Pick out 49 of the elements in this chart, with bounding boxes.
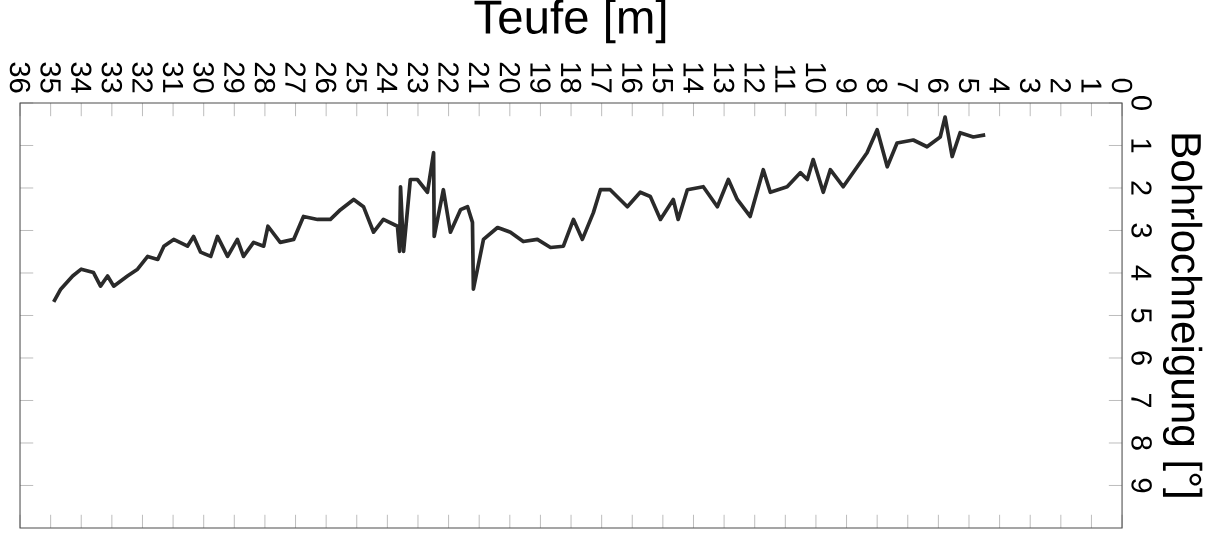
- y-tick-label: 0: [1131, 96, 1152, 110]
- x-tick-label: 6: [928, 79, 949, 93]
- x-tick-label: 36: [9, 62, 31, 93]
- y-tick-label: 8: [1131, 436, 1152, 450]
- x-tick-label: 21: [469, 62, 490, 93]
- x-tick-label: 0: [1111, 78, 1133, 93]
- x-tick-label: 35: [40, 62, 61, 93]
- y-tick-label: 9: [1131, 478, 1152, 493]
- x-tick-label: 27: [285, 62, 306, 93]
- y-tick-label: 7: [1131, 393, 1152, 408]
- x-tick-label: 29: [224, 62, 245, 93]
- x-tick-label: 2: [1050, 79, 1071, 93]
- x-tick-label: 28: [254, 62, 276, 93]
- y-tick-label: 1: [1131, 139, 1152, 153]
- x-tick-label: 10: [805, 63, 827, 93]
- x-tick-label: 5: [958, 78, 980, 93]
- y-tick-label: 6: [1131, 351, 1152, 365]
- x-tick-label: 16: [621, 63, 643, 93]
- x-tick-label: 11: [775, 65, 796, 93]
- x-tick-label: 31: [162, 62, 184, 93]
- x-tick-label: 4: [989, 78, 1010, 93]
- x-tick-label: 30: [193, 62, 214, 93]
- y-tick-label: 5: [1131, 308, 1152, 323]
- x-tick-label: 32: [132, 62, 153, 93]
- x-tick-label: 19: [530, 63, 551, 93]
- x-tick-label: 14: [683, 63, 704, 93]
- x-tick-label: 17: [591, 63, 612, 93]
- x-tick-label: 12: [744, 63, 765, 93]
- x-tick-label: 25: [346, 62, 367, 93]
- y-axis-title: Bohrlochneigung [°]: [1162, 134, 1203, 497]
- x-tick-label: 22: [438, 62, 459, 93]
- x-tick-label: 26: [315, 62, 337, 93]
- x-tick-label: 24: [377, 62, 398, 93]
- y-tick-label: 4: [1131, 265, 1152, 281]
- y-tick-label: 2: [1131, 181, 1152, 195]
- x-axis-title: Teufe [m]: [474, 0, 666, 44]
- x-tick-label: 18: [560, 63, 582, 93]
- x-tick-label: 13: [713, 63, 735, 93]
- x-tick-label: 33: [101, 62, 123, 93]
- x-tick-label: 8: [866, 78, 888, 93]
- x-tick-label: 15: [652, 63, 673, 93]
- x-tick-label: 20: [499, 62, 521, 93]
- x-tick-label: 34: [70, 62, 92, 93]
- x-tick-label: 9: [836, 78, 857, 93]
- x-tick-label: 3: [1019, 78, 1041, 93]
- x-tick-label: 1: [1081, 79, 1102, 93]
- y-tick-label: 3: [1131, 223, 1152, 238]
- x-tick-label: 23: [407, 62, 429, 93]
- x-tick-label: 7: [897, 79, 918, 93]
